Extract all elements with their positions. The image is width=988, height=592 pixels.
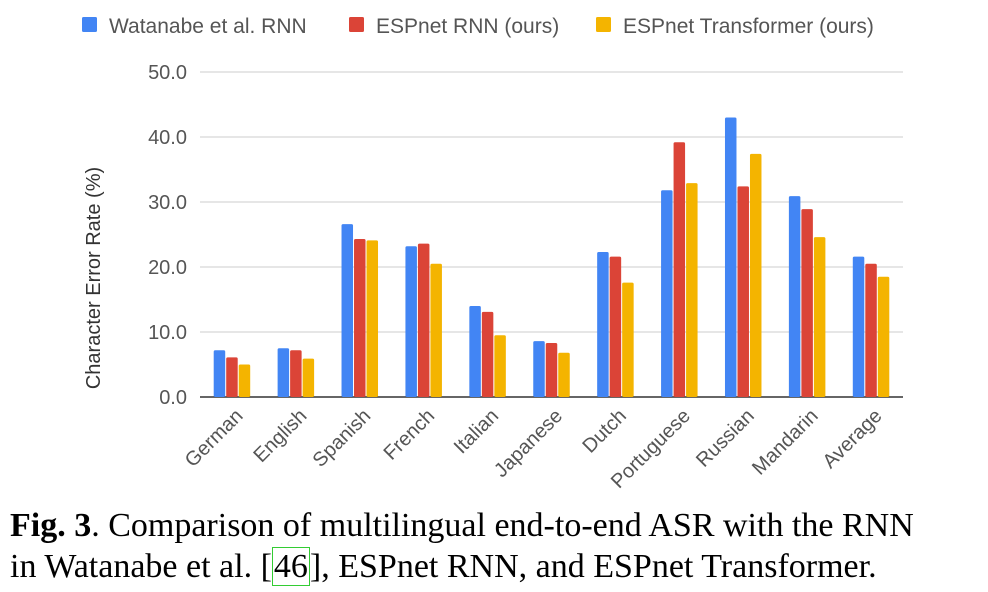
- y-tick-label: 10.0: [148, 322, 187, 344]
- caption-line2-start: in Watanabe et al. [: [10, 548, 272, 585]
- caption-line1: . Comparison of multilingual end-to-end …: [91, 507, 914, 544]
- bar-german-3: [238, 364, 251, 397]
- bar-dutch-3: [622, 282, 634, 397]
- bar-portuguese-2: [673, 142, 686, 397]
- bar-mandarin-3: [813, 237, 826, 397]
- bar-russian-1: [724, 117, 737, 397]
- bar-italian-2: [481, 311, 494, 397]
- bar-spanish-1: [341, 224, 354, 397]
- bar-average-3: [877, 276, 890, 397]
- bar-french-2: [417, 243, 430, 397]
- legend-swatch: [596, 17, 611, 32]
- x-tick-label: Mandarin: [748, 405, 823, 480]
- y-tick-label: 0.0: [159, 387, 187, 409]
- bar-mandarin-2: [801, 209, 813, 397]
- bar-portuguese-3: [686, 183, 698, 397]
- x-tick-label: Average: [819, 405, 887, 473]
- bar-english-3: [302, 358, 315, 397]
- x-tick-label: Russian: [692, 405, 759, 472]
- bar-japanese-1: [533, 341, 545, 397]
- bar-dutch-2: [609, 256, 622, 397]
- bar-russian-2: [737, 186, 749, 397]
- x-tick-label: English: [249, 405, 311, 467]
- y-axis-ticks: 0.0 10.0 20.0 30.0 40.0 50.0: [148, 62, 187, 409]
- bar-japanese-2: [545, 343, 558, 397]
- bar-dutch-1: [597, 252, 609, 397]
- bar-mandarin-1: [788, 196, 801, 397]
- citation-link[interactable]: 46: [271, 547, 310, 586]
- legend-swatch: [349, 17, 364, 32]
- bar-german-2: [226, 357, 238, 397]
- bar-chart: Watanabe et al. RNN ESPnet RNN (ours) ESPn…: [82, 15, 903, 493]
- x-tick-label: French: [380, 405, 440, 465]
- bar-french-3: [430, 263, 442, 397]
- legend-label: ESPnet RNN (ours): [376, 15, 559, 38]
- bar-portuguese-1: [661, 190, 673, 397]
- bar-german-1: [213, 350, 226, 397]
- legend-label: ESPnet Transformer (ours): [623, 15, 874, 38]
- bar-italian-3: [494, 335, 506, 397]
- x-tick-label: Dutch: [578, 405, 631, 458]
- bar-spanish-2: [354, 239, 366, 397]
- legend: Watanabe et al. RNN ESPnet RNN (ours) ESPn…: [82, 15, 874, 38]
- legend-label: Watanabe et al. RNN: [109, 15, 307, 38]
- bar-english-2: [290, 350, 302, 397]
- bar-spanish-3: [366, 240, 379, 397]
- bars: [213, 117, 890, 397]
- y-axis-label: Character Error Rate (%): [83, 167, 105, 389]
- figure-caption: Fig. 3. Comparison of multilingual end-t…: [10, 505, 985, 587]
- x-tick-label: Italian: [450, 405, 503, 458]
- bar-russian-3: [749, 153, 762, 397]
- figure-label: Fig. 3: [10, 507, 92, 544]
- x-tick-label: Japanese: [490, 405, 567, 482]
- bar-italian-1: [469, 306, 481, 397]
- bar-average-1: [852, 256, 865, 397]
- legend-swatch: [82, 17, 97, 32]
- bar-average-2: [865, 263, 877, 397]
- y-tick-label: 20.0: [148, 257, 187, 279]
- caption-line2-end: ], ESPnet RNN, and ESPnet Transformer.: [309, 548, 877, 585]
- x-tick-label: Spanish: [309, 405, 376, 472]
- bar-japanese-3: [558, 352, 570, 397]
- y-tick-label: 30.0: [148, 192, 187, 214]
- gridlines: [200, 71, 903, 398]
- y-tick-label: 50.0: [148, 62, 187, 84]
- x-tick-label: German: [181, 405, 248, 472]
- bar-french-1: [405, 246, 417, 397]
- bar-english-1: [277, 348, 290, 397]
- y-tick-label: 40.0: [148, 127, 187, 149]
